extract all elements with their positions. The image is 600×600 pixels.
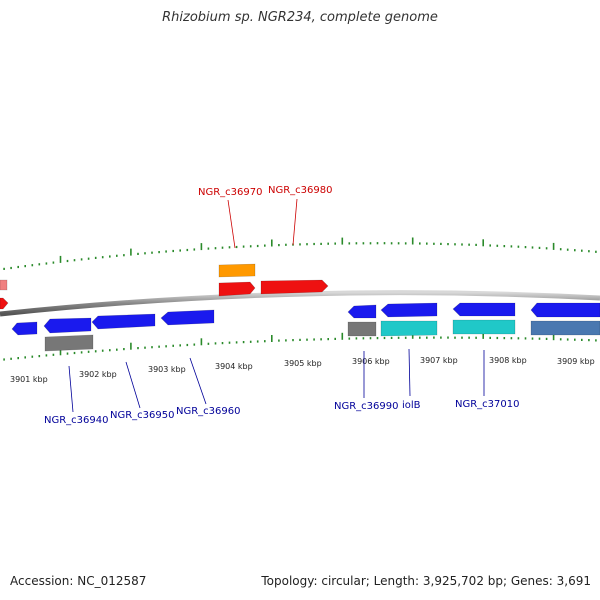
tick-label: 3901 kbp (10, 375, 48, 384)
pseudo-feature[interactable] (44, 334, 94, 352)
gene-arrow[interactable] (347, 304, 377, 319)
gene-label-ngr-c36980[interactable]: NGR_c36980 (268, 185, 333, 196)
lower-ruler (3, 331, 597, 361)
gene-arrow[interactable] (0, 279, 8, 291)
gene-arrow[interactable] (0, 297, 9, 310)
gene-arrow-iolb[interactable] (380, 302, 438, 318)
gene-arrow-ngr-c36970[interactable] (218, 281, 256, 297)
gene-arrow-ngr-c37010[interactable] (452, 302, 516, 317)
tick-label: 3903 kbp (148, 365, 186, 374)
map-title: Rhizobium sp. NGR234, complete genome (162, 10, 438, 25)
gene-label-ngr-c36990[interactable]: NGR_c36990 (334, 401, 399, 412)
genome-backbone (0, 290, 600, 317)
upper-ruler (3, 237, 597, 270)
gene-arrow[interactable] (530, 302, 600, 318)
gene-label-ngr-c36960[interactable]: NGR_c36960 (176, 406, 241, 417)
tick-label: 3907 kbp (420, 356, 458, 365)
steel-feature[interactable] (530, 320, 600, 336)
gene-arrow-ngr-c36980[interactable] (260, 279, 329, 295)
gene-arrow[interactable] (11, 321, 38, 336)
minus-strand-features (11, 302, 600, 352)
kbp-labels: 3901 kbp 3902 kbp 3903 kbp 3904 kbp 3905… (10, 356, 595, 384)
tick-label: 3902 kbp (79, 370, 117, 379)
accession-text: Accession: NC_012587 (10, 574, 147, 588)
gene-label-iolb[interactable]: iolB (402, 400, 421, 411)
gene-label-ngr-c36970[interactable]: NGR_c36970 (198, 187, 263, 198)
tick-label: 3904 kbp (215, 362, 253, 371)
gene-label-ngr-c36950[interactable]: NGR_c36950 (110, 410, 175, 421)
tick-label: 3905 kbp (284, 359, 322, 368)
gene-arrow-ngr-c36940[interactable] (43, 317, 92, 334)
tick-label: 3906 kbp (352, 357, 390, 366)
tick-label: 3909 kbp (557, 357, 595, 366)
cyan-feature[interactable] (380, 320, 438, 337)
cyan-feature[interactable] (452, 319, 516, 335)
gene-arrow-ngr-c36960[interactable] (160, 309, 215, 326)
gene-label-ngr-c37010[interactable]: NGR_c37010 (455, 399, 520, 410)
gene-labels: NGR_c36970 NGR_c36980 NGR_c36940 NGR_c36… (44, 185, 520, 426)
plus-strand-features (0, 263, 329, 310)
gene-label-ngr-c36940[interactable]: NGR_c36940 (44, 415, 109, 426)
topology-text: Topology: circular; Length: 3,925,702 bp… (261, 574, 591, 588)
rna-feature[interactable] (218, 263, 256, 278)
label-leader-lines (68, 198, 485, 413)
pseudo-feature[interactable] (347, 321, 377, 337)
gene-arrow-ngr-c36950[interactable] (91, 313, 156, 330)
tick-label: 3908 kbp (489, 356, 527, 365)
